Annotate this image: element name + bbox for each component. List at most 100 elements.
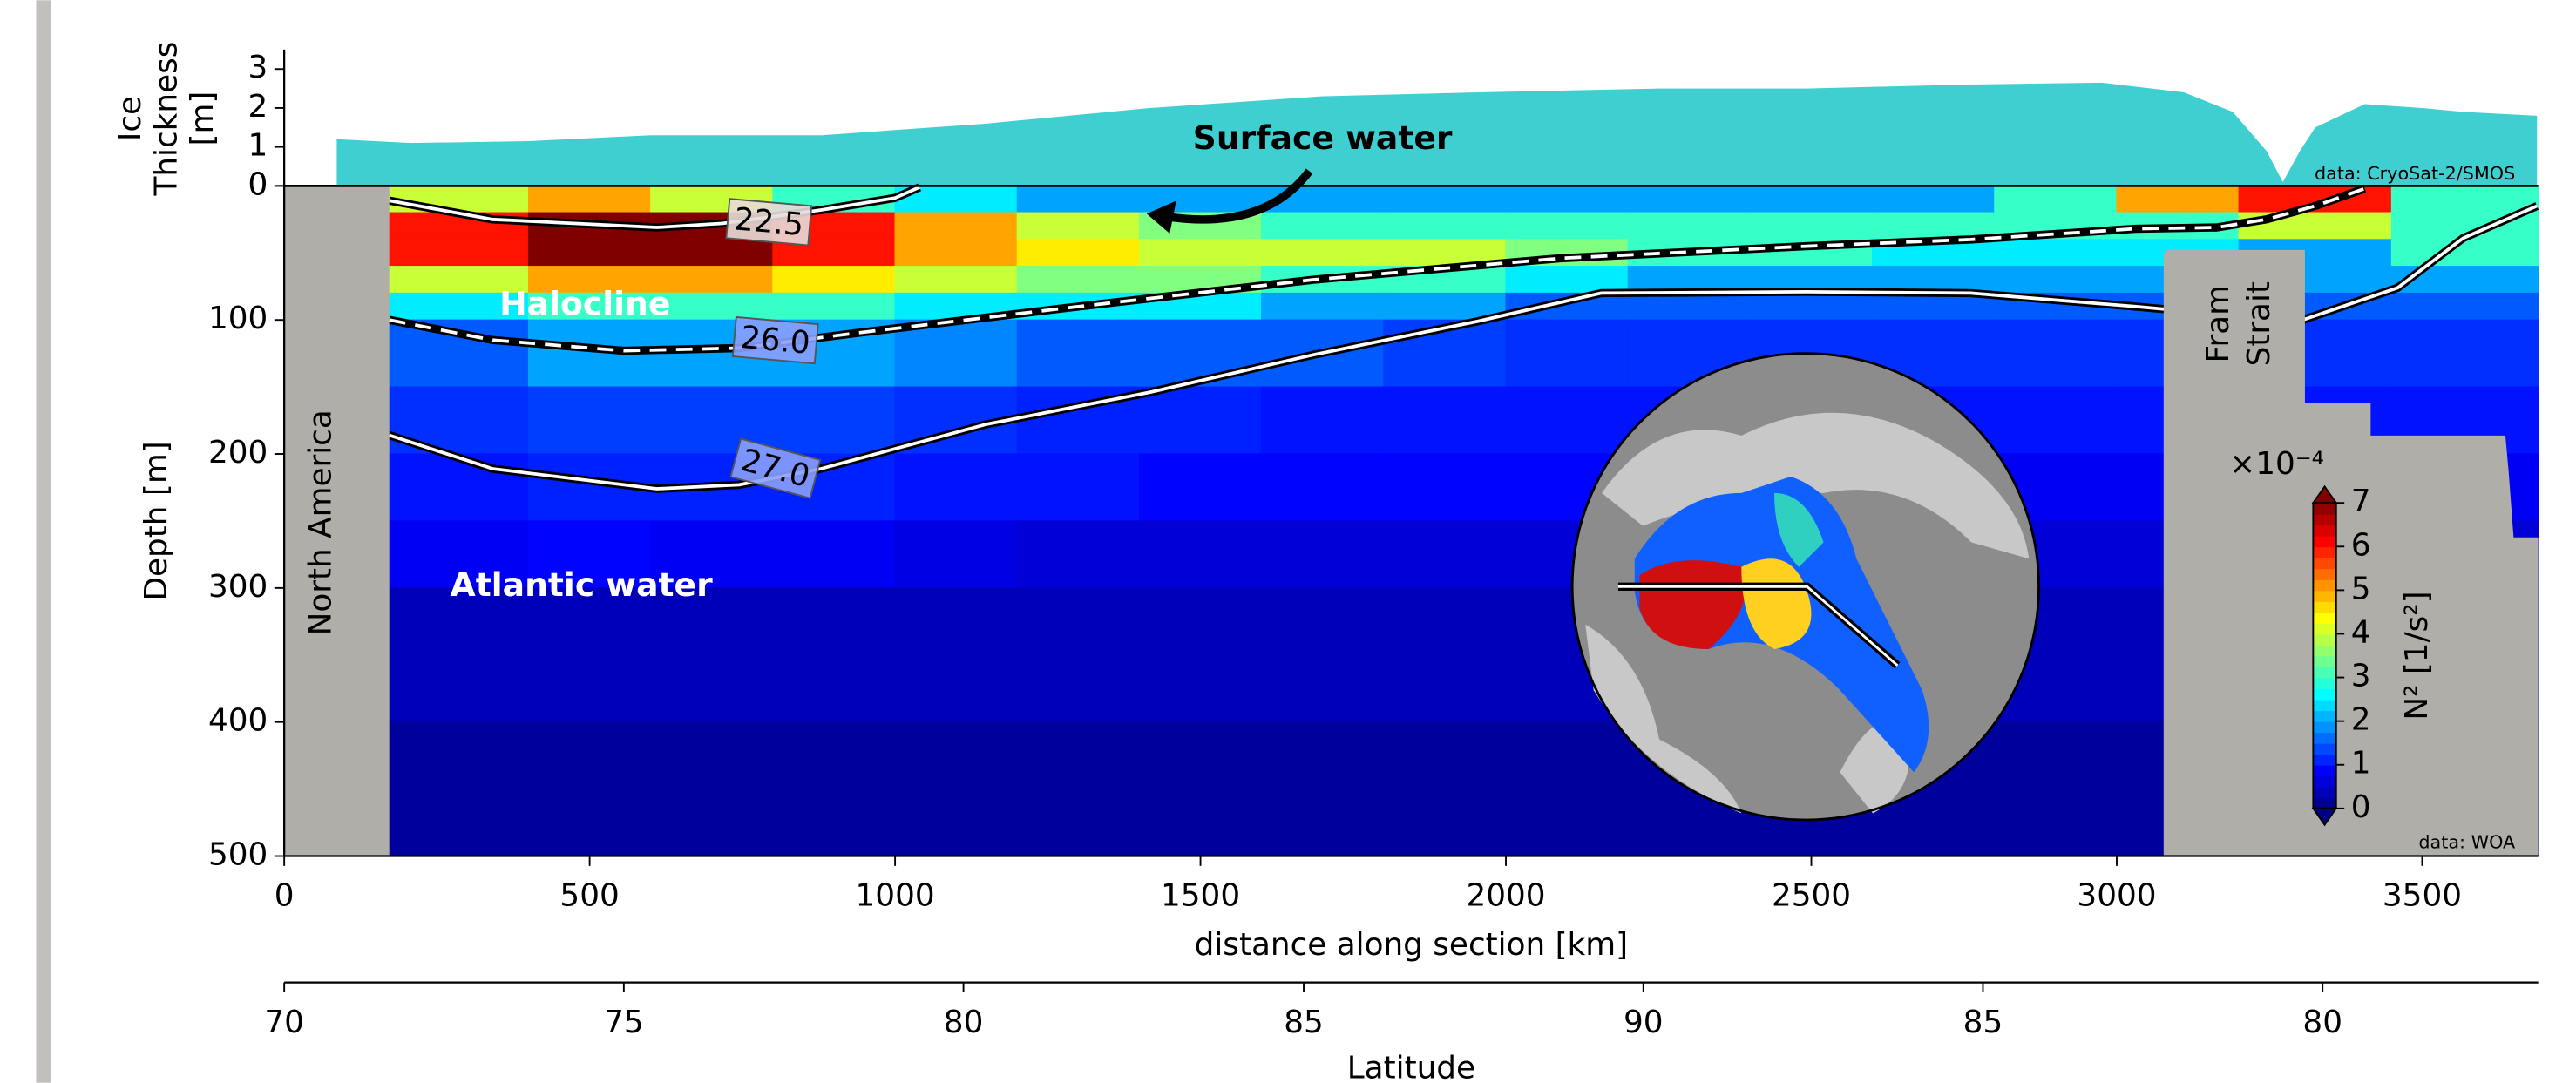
annotation-arrow [1169,168,1313,224]
heat-cell [650,721,774,857]
lat-tick-label: 85 [1963,1005,2003,1040]
heat-cell [1261,212,1385,240]
heat-cell [527,266,652,294]
heat-cell [527,386,652,455]
heat-cell [1138,185,1263,213]
colorbar-tick-label: 7 [2351,484,2371,519]
map-field [1741,558,1812,649]
annotation-arrowhead [1146,200,1176,234]
colorbar-step [2313,754,2336,766]
colorbar-step [2313,786,2336,799]
heat-cell [772,520,896,589]
heat-cell [894,266,1018,294]
colorbar-step [2313,546,2336,558]
heat-cell [1138,520,1263,589]
colorbar-step [2313,633,2336,646]
colorbar-step [2313,677,2336,690]
annotation: Atlantic water [451,565,714,604]
y-axis-label: [m] [185,91,220,146]
heat-cell [389,587,530,723]
lat-tick-label: 90 [1624,1005,1664,1040]
colorbar-step [2313,721,2336,734]
colorbar-step [2313,644,2336,657]
heat-cell [1994,721,2118,857]
heat-cell [1505,185,1629,213]
contour-label-box [731,315,819,365]
heat-cell [894,520,1018,589]
lat-tick-label: 80 [2302,1005,2342,1040]
colorbar-step [2313,535,2336,548]
annotation: Surface water [1193,118,1453,157]
heat-cell [1627,292,1751,321]
colorbar-step [2313,688,2336,701]
y-axis-label: Thickness [148,42,184,197]
heat-cell [1016,185,1141,213]
contour-line [389,186,920,229]
heat-cell [1749,185,1874,213]
land-west [284,186,390,856]
colorbar-step [2313,699,2336,712]
heat-cell [1383,520,1507,589]
contour-label: 22.5 [725,198,813,247]
source-note: data: WOA [2418,831,2515,852]
heat-cell [389,721,530,857]
map-field [1774,492,1824,567]
heat-cell [1749,212,1874,240]
heat-cell [650,520,774,589]
x-tick-label: 1500 [1161,878,1240,914]
colorbar-step [2313,742,2336,755]
map-border [1570,352,2040,822]
source-note: data: CryoSat-2/SMOS [2315,163,2515,184]
y-axis-label: Depth [m] [139,441,174,600]
heat-cell [1138,587,1263,723]
heat-cell [894,453,1018,522]
heat-cell [2390,292,2539,321]
heat-cell [1016,520,1141,589]
colorbar-tick-label: 1 [2351,746,2371,782]
colorbar-frame [2312,502,2337,809]
x-tick-label: 500 [559,878,619,914]
heat-cell [389,185,530,213]
heat-cell [1016,239,1141,267]
heat-cell [1383,587,1507,723]
y-tick-label: 1 [248,128,268,164]
heat-cell [1383,386,1507,455]
side-bar [36,0,51,1083]
colorbar-step [2313,667,2336,679]
x-tick-label: 3500 [2383,878,2462,914]
lat-axis-label: Latitude [1347,1051,1475,1083]
heat-cell [894,239,1018,267]
heat-cell [1994,386,2118,455]
heat-cell [2390,185,2539,213]
heat-cell [1138,386,1263,455]
colorbar-tick-label: 2 [2351,702,2371,738]
heat-cell [1994,239,2118,267]
y-tick-label: 3 [248,50,268,85]
heat-cell [772,266,896,294]
heat-cell [2116,185,2240,213]
colorbar-step [2313,622,2336,635]
contour-label-text: 22.5 [733,201,805,243]
colorbar-tick-label: 3 [2351,659,2371,694]
heat-cell [1505,212,1629,240]
heat-cell [527,239,652,267]
x-tick-label: 0 [275,878,295,914]
heat-cell [1016,453,1141,522]
heat-cell [1383,185,1507,213]
y-tick-label: 200 [208,435,268,470]
y-tick-label: 100 [208,301,268,336]
x-tick-label: 3000 [2077,878,2156,914]
heat-cell [650,587,774,723]
heat-cell [527,520,652,589]
colorbar-tick-label: 0 [2351,789,2371,825]
heat-cell [650,239,774,267]
colorbar-tick-label: 6 [2351,527,2371,563]
colorbar-step [2313,775,2336,788]
heat-cell [527,185,652,213]
heat-cell [1627,212,1751,240]
heat-cell [1994,185,2118,213]
colorbar-step [2313,600,2336,613]
